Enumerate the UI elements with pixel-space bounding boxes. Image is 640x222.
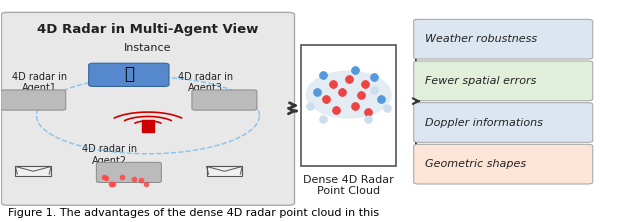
Text: Weather robustness: Weather robustness xyxy=(425,34,537,44)
Text: Fewer spatial errors: Fewer spatial errors xyxy=(425,76,536,86)
Text: 4D Radar in Multi-Agent View: 4D Radar in Multi-Agent View xyxy=(37,23,259,36)
FancyBboxPatch shape xyxy=(15,166,51,176)
FancyBboxPatch shape xyxy=(1,12,294,205)
FancyBboxPatch shape xyxy=(413,19,593,59)
FancyBboxPatch shape xyxy=(97,162,161,182)
FancyBboxPatch shape xyxy=(301,45,396,166)
FancyBboxPatch shape xyxy=(413,103,593,142)
Ellipse shape xyxy=(306,70,392,119)
Text: Instance: Instance xyxy=(124,43,172,53)
FancyBboxPatch shape xyxy=(89,63,169,86)
Text: Dense 4D Radar
Point Cloud: Dense 4D Radar Point Cloud xyxy=(303,174,394,196)
FancyBboxPatch shape xyxy=(413,61,593,101)
Text: 4D radar in
Agent2: 4D radar in Agent2 xyxy=(82,144,137,166)
Text: Figure 1. The advantages of the dense 4D radar point cloud in this: Figure 1. The advantages of the dense 4D… xyxy=(8,208,379,218)
FancyBboxPatch shape xyxy=(192,90,257,110)
FancyBboxPatch shape xyxy=(207,166,243,176)
Text: 4D radar in
Agent3: 4D radar in Agent3 xyxy=(178,72,233,93)
Text: 🚗: 🚗 xyxy=(124,65,134,83)
Text: 4D radar in
Agent1: 4D radar in Agent1 xyxy=(12,72,67,93)
Text: Geometric shapes: Geometric shapes xyxy=(425,159,526,169)
Text: Doppler informations: Doppler informations xyxy=(425,117,543,127)
FancyBboxPatch shape xyxy=(1,90,66,110)
FancyBboxPatch shape xyxy=(413,144,593,184)
